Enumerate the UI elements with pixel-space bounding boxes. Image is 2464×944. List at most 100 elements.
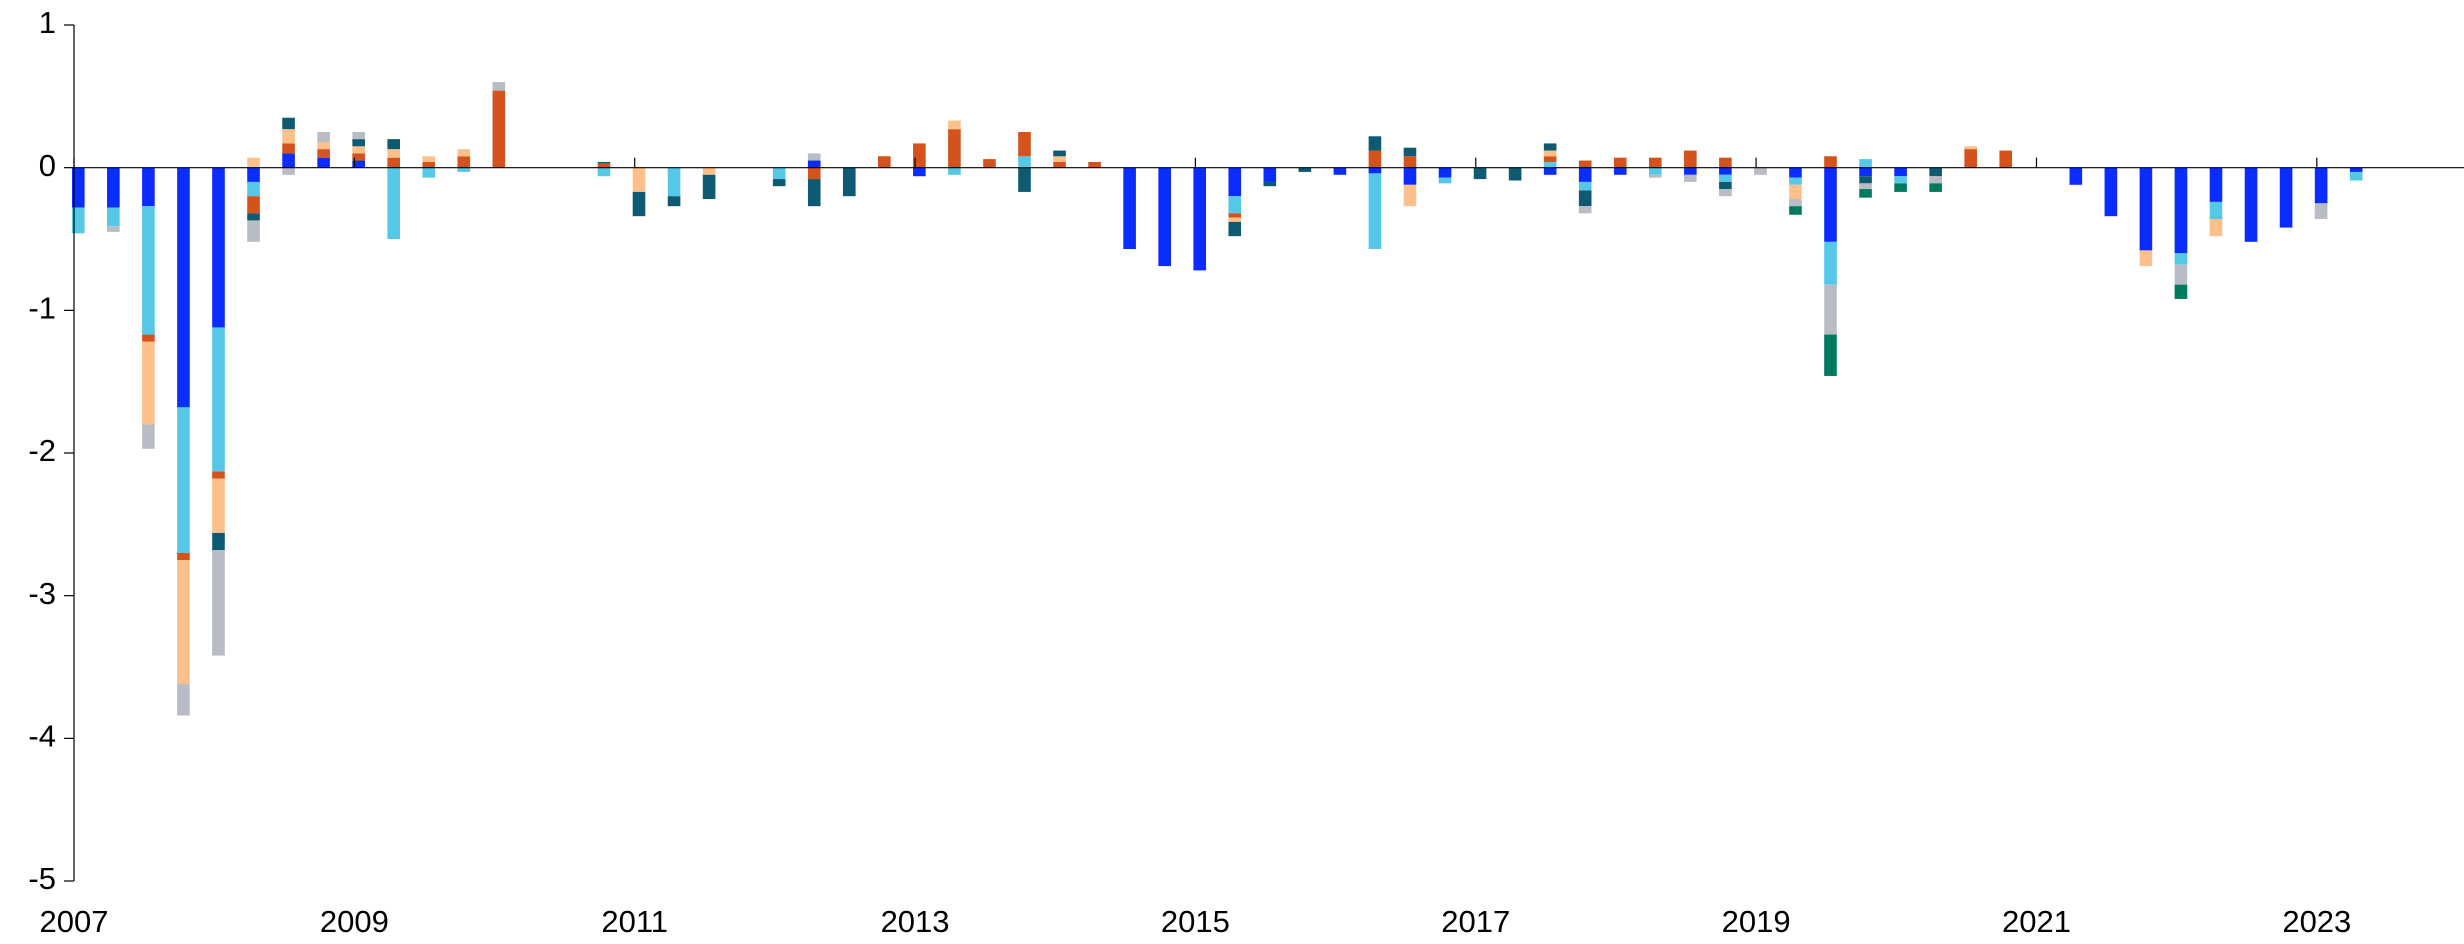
- bar-segment: [1578, 190, 1592, 207]
- bar-segment: [1824, 241, 1837, 285]
- bar-segment: [1894, 167, 1907, 177]
- bar-segment: [1789, 167, 1802, 178]
- bar-segment: [2349, 167, 2363, 172]
- bar-segment: [1543, 143, 1557, 151]
- bar-segment: [492, 90, 506, 168]
- bar-segment: [212, 327, 225, 472]
- bar-segment: [948, 120, 961, 130]
- bar-segment: [667, 196, 681, 207]
- bar-segment: [1263, 167, 1277, 182]
- bar-segment: [177, 552, 190, 560]
- bar-segment: [1859, 167, 1872, 177]
- bar-segment: [1018, 167, 1031, 192]
- bar-segment: [142, 206, 155, 335]
- bar-segment: [1543, 167, 1557, 175]
- bar-segment: [282, 129, 295, 144]
- bar-segment: [632, 191, 646, 217]
- bar-segment: [387, 157, 401, 168]
- bar-segment: [1228, 196, 1242, 214]
- bar-segment: [282, 167, 295, 175]
- bar-segment: [597, 161, 611, 164]
- bar-segment: [247, 167, 260, 182]
- bar-segment: [913, 167, 926, 177]
- bar-segment: [948, 129, 961, 168]
- bar-segment: [352, 160, 365, 168]
- bar-segment: [2104, 167, 2118, 217]
- bar-segment: [2349, 171, 2363, 181]
- bar-segment: [1578, 206, 1592, 214]
- x-tick-label: 2011: [601, 904, 668, 939]
- bar-segment: [387, 167, 401, 239]
- bar-segment: [807, 179, 821, 207]
- bar-segment: [1403, 156, 1417, 168]
- bar-segment: [1298, 167, 1312, 172]
- bar-segment: [1684, 174, 1697, 182]
- bar-segment: [177, 407, 190, 553]
- bar-segment: [1403, 184, 1417, 207]
- bar-segment: [772, 167, 786, 180]
- bar-segment: [2209, 219, 2223, 237]
- bar-segment: [212, 471, 225, 479]
- bar-segment: [1719, 189, 1732, 197]
- bar-segment: [142, 341, 155, 425]
- bar-segment: [212, 478, 225, 533]
- bar-segment: [1648, 174, 1662, 178]
- bar-segment: [1543, 161, 1557, 168]
- y-tick-label: 1: [39, 5, 56, 40]
- x-tick-label: 2009: [320, 904, 389, 939]
- bar-segment: [2139, 167, 2153, 251]
- bar-segment: [1859, 176, 1872, 184]
- bar-segment: [1368, 173, 1382, 249]
- bar-segment: [1368, 136, 1382, 151]
- bar-segment: [457, 149, 471, 157]
- y-tick-label: -3: [28, 576, 56, 611]
- bar-segment: [422, 156, 436, 162]
- bar-segment: [632, 167, 646, 192]
- bar-segment: [1719, 167, 1732, 175]
- bar-segment: [1824, 334, 1837, 376]
- bar-segment: [387, 149, 401, 158]
- bar-segment: [247, 220, 260, 242]
- bar-segment: [1859, 159, 1872, 168]
- bar-segment: [1789, 177, 1802, 185]
- bar-segment: [107, 167, 120, 208]
- bar-segment: [352, 146, 365, 154]
- bar-segment: [1964, 146, 1977, 150]
- bar-segment: [1228, 217, 1242, 222]
- bar-segment: [2209, 167, 2223, 202]
- bar-segment: [1578, 160, 1592, 168]
- bar-segment: [2244, 167, 2258, 242]
- bar-segment: [142, 167, 155, 207]
- bar-segment: [913, 143, 926, 168]
- bar-segment: [1824, 167, 1837, 242]
- bar-segment: [1403, 147, 1417, 157]
- bar-segment: [72, 167, 85, 208]
- bar-segment: [1263, 181, 1277, 187]
- bar-segment: [1228, 213, 1242, 218]
- bar-segment: [177, 684, 190, 716]
- bar-segment: [702, 174, 716, 200]
- bar-segment: [422, 161, 436, 168]
- bar-segment: [2279, 167, 2293, 228]
- bar-segment: [1193, 167, 1207, 271]
- bar-segment: [1929, 167, 1942, 177]
- bar-segment: [247, 196, 260, 214]
- bar-segment: [1333, 167, 1347, 175]
- bar-segment: [1894, 176, 1907, 184]
- x-tick-label: 2017: [1441, 904, 1510, 939]
- bar-segment: [1894, 183, 1907, 192]
- bar-segment: [1999, 150, 2013, 168]
- bar-segment: [1508, 167, 1522, 181]
- bar-segment: [948, 167, 961, 175]
- bar-segment: [107, 207, 120, 227]
- bar-segment: [2139, 250, 2153, 267]
- bar-segment: [142, 334, 155, 342]
- y-tick-label: 0: [39, 148, 56, 183]
- bar-segment: [282, 153, 295, 168]
- x-tick-label: 2019: [1722, 904, 1791, 939]
- bar-segment: [1018, 156, 1031, 168]
- bar-segment: [1648, 167, 1662, 175]
- bar-segment: [2209, 201, 2223, 220]
- bar-segment: [1613, 167, 1627, 175]
- bar-segment: [1859, 189, 1872, 198]
